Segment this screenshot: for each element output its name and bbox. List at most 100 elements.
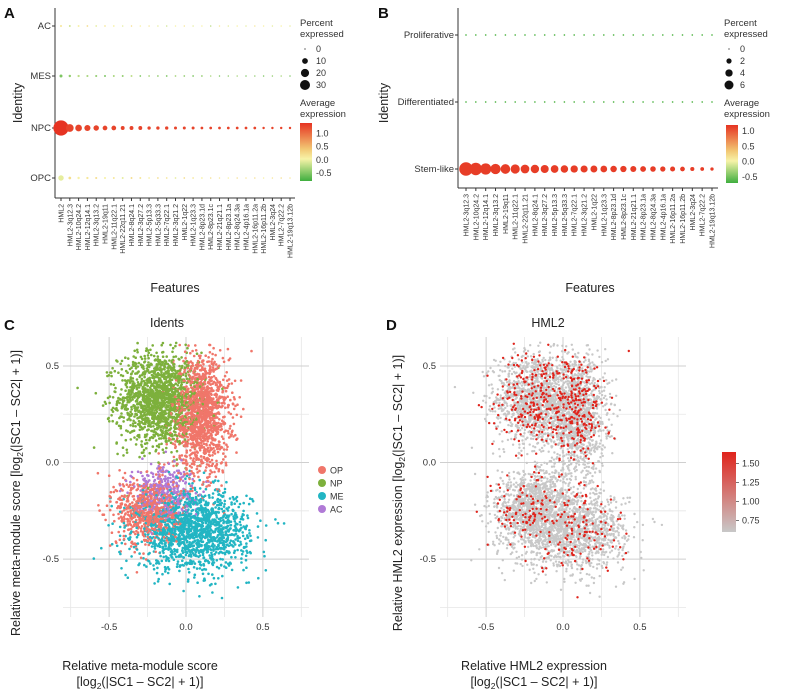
dot-opc-10 — [148, 177, 150, 179]
dot-opc-23 — [262, 177, 265, 179]
point-me — [202, 495, 205, 499]
dot-npc-5 — [102, 125, 108, 131]
point-op — [122, 484, 126, 488]
dot-opc-11 — [157, 177, 159, 179]
point-op — [223, 402, 226, 405]
point-op — [115, 500, 119, 504]
point-op — [226, 347, 230, 351]
panel-c: C Idents -0.5 0.0 0.5-0.50.00.5 Relative m… — [4, 316, 344, 691]
x-tick-label-2: HML2-10q24.2 — [76, 204, 83, 250]
point-op — [200, 455, 203, 458]
point-np — [101, 404, 105, 407]
point-op — [113, 519, 116, 523]
point-op — [221, 356, 225, 360]
point-me — [217, 493, 221, 496]
dot-ac-7 — [121, 25, 124, 27]
x-tick-label-19: HML2-8q24.3a — [651, 194, 658, 240]
point-np — [124, 389, 127, 393]
panel-a-ylabel: Identity — [11, 82, 25, 123]
point-op — [131, 542, 135, 546]
point-op — [190, 462, 194, 466]
point-me — [161, 549, 165, 553]
point-np — [122, 399, 126, 402]
point-np — [174, 341, 178, 345]
point-op — [146, 496, 149, 500]
point-np — [176, 414, 180, 418]
point-op — [223, 421, 227, 425]
point-me — [220, 507, 224, 511]
point-ac — [166, 476, 170, 480]
point-ac — [182, 475, 185, 478]
x-tick-label-2: HML2-12q14.1 — [483, 194, 490, 240]
point-me — [244, 554, 248, 558]
panel-b-colorbar — [726, 125, 738, 183]
point-op — [189, 449, 192, 452]
dot-proliferative-22 — [681, 34, 684, 36]
dot-proliferative-5 — [514, 34, 517, 36]
point-op — [212, 346, 215, 350]
point-np — [165, 400, 169, 404]
point-me — [142, 557, 145, 560]
point-me — [156, 566, 159, 570]
x-tick-label-16: HML2-8p23.1d — [199, 204, 206, 250]
point-np — [174, 344, 177, 348]
point-me — [264, 524, 268, 527]
point-np — [163, 372, 166, 376]
point-np — [121, 405, 124, 409]
point-ac — [139, 471, 143, 475]
x-tick-label-1: HML2-3q12.3 — [67, 204, 74, 247]
point-op — [144, 543, 147, 546]
point-me — [206, 550, 210, 554]
dot-mes-13 — [174, 75, 177, 77]
point-np — [112, 383, 116, 387]
point-me — [164, 567, 168, 570]
dot-mes-5 — [104, 75, 106, 77]
point-me — [181, 546, 185, 550]
point-np — [169, 427, 173, 430]
dot-npc-25 — [279, 126, 283, 130]
point-me — [237, 505, 240, 509]
point-np — [163, 364, 166, 367]
point-np — [137, 386, 141, 389]
point-me — [244, 525, 248, 529]
point-me — [152, 567, 156, 571]
size-legend-label-20: 20 — [316, 68, 326, 78]
dot-ac-19 — [227, 25, 230, 27]
dot-mes-4 — [95, 74, 98, 78]
point-me — [141, 488, 145, 492]
point-op — [109, 500, 112, 503]
point-op — [181, 496, 185, 500]
point-op — [134, 532, 137, 536]
size-legend-dot-6 — [724, 80, 734, 90]
point-me — [247, 502, 251, 506]
point-np — [94, 391, 98, 395]
point-me — [214, 510, 217, 514]
point-op — [174, 511, 178, 515]
point-me — [184, 536, 188, 539]
point-op — [112, 513, 115, 517]
point-op — [211, 462, 215, 466]
point-me — [149, 535, 152, 539]
point-me — [143, 563, 146, 567]
point-np — [143, 454, 146, 458]
point-me — [130, 555, 133, 558]
point-me — [236, 586, 240, 589]
point-ac — [172, 487, 175, 491]
point-op — [208, 343, 212, 347]
point-np — [114, 390, 117, 394]
point-np — [121, 396, 125, 400]
point-np — [132, 355, 135, 358]
point-me — [184, 477, 187, 481]
point-np — [153, 400, 157, 403]
dot-proliferative-25 — [711, 34, 713, 36]
dot-npc-7 — [120, 126, 125, 130]
point-np — [111, 366, 114, 370]
point-op — [222, 378, 225, 382]
point-op — [183, 472, 186, 476]
point-np — [175, 417, 178, 421]
dot-stem-like-9 — [550, 165, 559, 173]
dot-ac-21 — [245, 25, 247, 27]
dot-differentiated-4 — [504, 101, 507, 103]
point-ac — [148, 479, 151, 482]
point-op — [174, 446, 177, 450]
